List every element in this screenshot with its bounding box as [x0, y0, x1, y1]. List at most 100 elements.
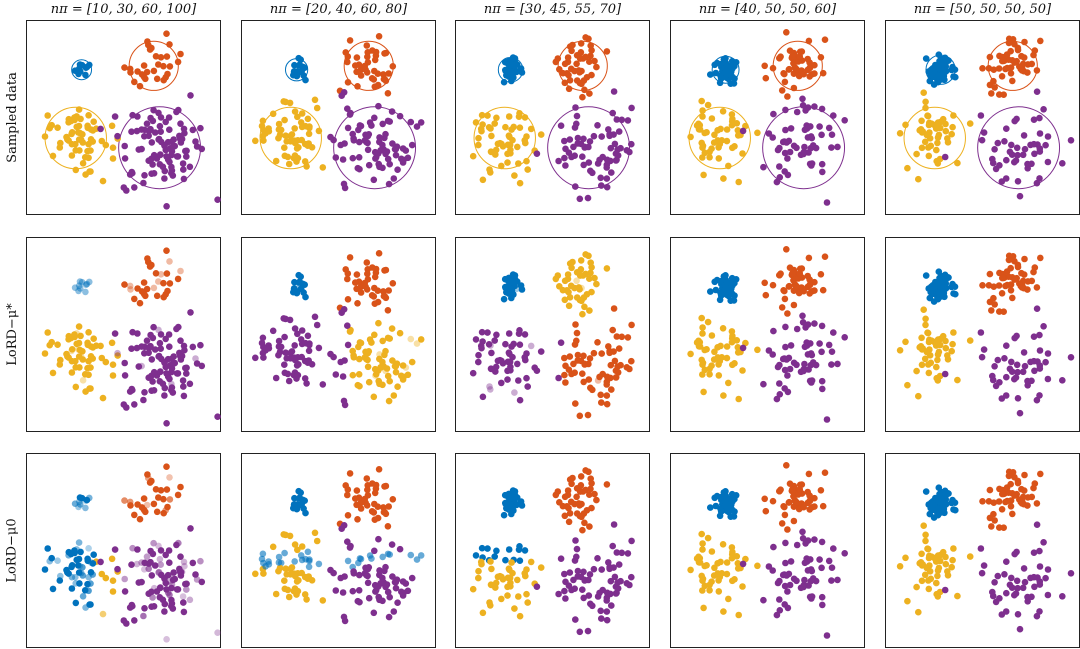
point-yellow	[739, 367, 746, 374]
point-purple	[781, 601, 788, 608]
point-purple	[830, 112, 837, 119]
point-orange	[155, 61, 162, 68]
point-purple	[1020, 132, 1028, 139]
point-yellow	[698, 97, 705, 105]
point-yellow	[71, 116, 78, 124]
point-yellow	[76, 346, 84, 354]
point-purple	[163, 636, 170, 643]
point-purple	[800, 583, 807, 591]
point-purple	[977, 112, 985, 119]
point-orange	[762, 74, 770, 82]
point-purple	[145, 565, 152, 573]
point-orange	[796, 485, 803, 493]
point-orange	[777, 53, 784, 60]
point-orange	[587, 384, 594, 392]
point-purple	[350, 570, 358, 577]
point-purple	[606, 132, 613, 140]
point-orange	[382, 49, 390, 57]
point-orange	[1014, 477, 1022, 485]
point-yellow	[508, 559, 515, 566]
point-purple	[598, 566, 605, 573]
point-orange	[143, 68, 151, 76]
point-blue	[46, 557, 53, 565]
point-orange	[1003, 281, 1011, 289]
point-yellow	[282, 565, 289, 572]
point-purple	[344, 538, 351, 545]
point-yellow	[280, 531, 287, 538]
point-yellow	[918, 334, 925, 342]
point-purple	[800, 150, 807, 158]
point-purple	[179, 377, 187, 384]
point-purple	[183, 586, 190, 593]
point-blue	[934, 295, 942, 303]
point-blue	[506, 501, 514, 508]
point-purple	[1044, 350, 1052, 357]
point-purple	[1036, 145, 1044, 152]
point-purple	[1036, 130, 1044, 137]
point-purple	[603, 183, 611, 191]
point-yellow	[514, 143, 521, 151]
point-orange	[585, 376, 593, 383]
point-orange	[995, 65, 1003, 72]
point-orange	[369, 264, 376, 271]
point-yellow	[933, 579, 940, 587]
point-purple	[391, 578, 399, 586]
point-purple	[121, 155, 129, 162]
point-orange	[628, 321, 635, 329]
point-purple	[790, 142, 798, 150]
point-yellow	[922, 321, 929, 329]
point-purple	[392, 151, 400, 159]
point-purple	[157, 345, 164, 352]
point-orange	[361, 495, 368, 503]
point-blue	[302, 555, 309, 563]
point-purple	[1067, 570, 1075, 577]
point-orange	[127, 286, 134, 293]
point-purple	[804, 351, 812, 358]
point-blue	[301, 281, 308, 288]
point-purple	[516, 327, 523, 334]
point-purple	[801, 126, 809, 134]
point-orange	[610, 305, 618, 312]
point-orange	[800, 503, 807, 511]
point-yellow	[708, 578, 715, 585]
point-blue	[72, 573, 79, 581]
point-orange	[585, 360, 592, 368]
point-purple	[1016, 192, 1024, 200]
point-purple	[1033, 88, 1041, 95]
point-yellow	[711, 348, 718, 356]
point-blue	[315, 560, 323, 568]
point-purple	[1030, 357, 1038, 365]
point-orange	[353, 54, 361, 61]
point-yellow	[704, 101, 712, 109]
point-purple	[598, 615, 605, 622]
point-purple	[340, 613, 348, 621]
point-blue	[731, 508, 738, 515]
point-purple	[1011, 550, 1018, 558]
point-blue	[281, 549, 288, 557]
point-yellow	[394, 383, 401, 390]
point-yellow	[699, 154, 706, 161]
point-yellow	[303, 596, 310, 603]
point-purple	[214, 413, 221, 420]
point-yellow	[723, 137, 731, 145]
point-orange	[565, 504, 572, 512]
point-yellow	[954, 159, 961, 167]
point-yellow	[494, 140, 502, 148]
point-purple	[180, 608, 188, 616]
point-yellow	[902, 554, 909, 562]
point-purple	[177, 553, 184, 560]
point-orange	[603, 481, 611, 488]
point-orange	[821, 253, 829, 260]
point-yellow	[90, 118, 97, 125]
point-blue	[517, 282, 525, 289]
point-yellow	[687, 350, 694, 358]
point-orange	[357, 289, 365, 296]
point-orange	[586, 90, 593, 97]
point-blue	[731, 75, 738, 82]
point-purple	[787, 342, 795, 349]
point-purple	[783, 139, 790, 146]
point-purple	[609, 542, 616, 550]
point-purple	[319, 381, 327, 388]
point-purple	[739, 127, 747, 135]
point-blue	[508, 294, 515, 302]
